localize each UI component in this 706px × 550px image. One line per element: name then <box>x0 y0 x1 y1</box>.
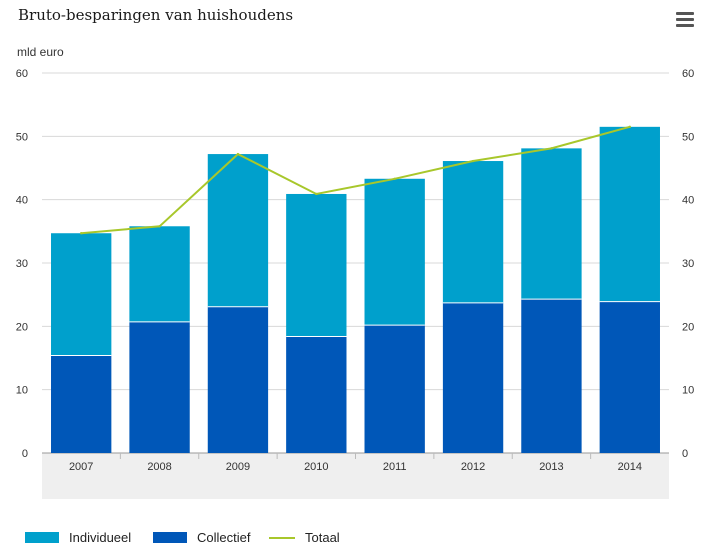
y-tick-label-left: 50 <box>16 131 28 143</box>
x-tick-label-2013: 2013 <box>539 461 563 473</box>
bar-collectief-2010 <box>286 336 347 453</box>
legend-swatch-totaal <box>269 536 295 539</box>
point-totaal-2008 <box>158 225 161 228</box>
x-tick-label-2011: 2011 <box>383 461 407 473</box>
legend-swatch-individueel <box>25 532 59 543</box>
bar-individueel-2010 <box>286 193 347 337</box>
bar-collectief-2014 <box>599 301 660 453</box>
x-tick-label-2010: 2010 <box>304 461 328 473</box>
y-tick-label-left: 60 <box>16 68 28 80</box>
x-tick-label-2007: 2007 <box>69 461 93 473</box>
bar-collectief-2007 <box>51 355 112 453</box>
bar-individueel-2011 <box>364 178 425 326</box>
legend-swatch-collectief <box>153 532 187 543</box>
legend-item-collectief[interactable]: Collectief <box>153 530 250 545</box>
chart-title: Bruto-besparingen van huishoudens <box>18 6 294 24</box>
y-tick-label-right: 50 <box>682 131 694 143</box>
point-totaal-2010 <box>315 192 318 196</box>
bar-individueel-2014 <box>599 126 660 302</box>
x-tick-label-2008: 2008 <box>147 461 171 473</box>
y-tick-label-right: 10 <box>682 385 694 397</box>
legend-label-collectief: Collectief <box>197 530 251 545</box>
bar-collectief-2009 <box>207 306 269 453</box>
y-tick-label-right: 0 <box>682 448 688 460</box>
point-totaal-2011 <box>393 177 396 180</box>
legend-label-totaal: Totaal <box>305 530 340 545</box>
point-totaal-2009 <box>236 152 240 156</box>
bar-collectief-2013 <box>521 299 582 453</box>
point-totaal-2013 <box>550 147 553 150</box>
y-tick-label-left: 20 <box>16 321 28 333</box>
chart-plot: 0 0 10 10 20 20 30 30 40 40 50 50 60 60 2007 2008 2009 20… <box>16 68 694 499</box>
bar-collectief-2011 <box>364 325 425 453</box>
bar-individueel-2013 <box>521 148 582 300</box>
point-totaal-2007 <box>79 232 83 235</box>
bar-individueel-2012 <box>442 161 504 303</box>
y-tick-label-left: 40 <box>16 195 28 207</box>
bar-individueel-2008 <box>129 226 190 322</box>
y-tick-label-left: 0 <box>22 448 28 460</box>
menu-icon[interactable] <box>676 12 694 28</box>
x-tick-label-2009: 2009 <box>226 461 250 473</box>
point-totaal-2014 <box>628 125 632 129</box>
legend-label-individueel: Individueel <box>69 530 132 545</box>
bar-individueel-2009 <box>207 154 269 307</box>
x-axis-band <box>42 453 669 499</box>
legend-item-individueel[interactable]: Individueel <box>25 530 131 545</box>
y-tick-label-right: 40 <box>682 195 694 207</box>
y-tick-label-right: 60 <box>682 68 694 80</box>
y-tick-label-right: 20 <box>682 321 694 333</box>
bar-individueel-2007 <box>51 233 112 356</box>
bar-collectief-2008 <box>129 321 190 453</box>
y-tick-label-right: 30 <box>682 258 694 270</box>
bar-collectief-2012 <box>442 302 504 453</box>
y-tick-label-left: 30 <box>16 258 28 270</box>
x-tick-label-2014: 2014 <box>618 461 642 473</box>
point-totaal-2012 <box>471 159 475 163</box>
y-axis-unit-label: mld euro <box>17 45 64 59</box>
line-totaal <box>81 125 631 235</box>
legend-item-totaal[interactable]: Totaal <box>269 530 340 545</box>
y-tick-label-left: 10 <box>16 385 28 397</box>
x-tick-label-2012: 2012 <box>461 461 485 473</box>
